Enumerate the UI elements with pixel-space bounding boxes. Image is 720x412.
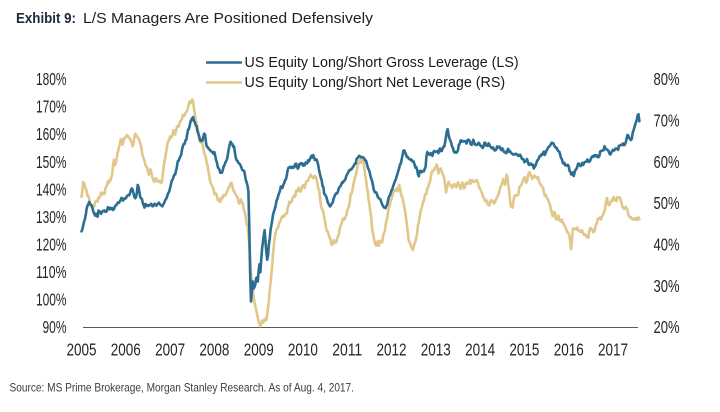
svg-text:L/S Managers Are Positioned De: L/S Managers Are Positioned Defensively xyxy=(83,10,373,27)
svg-text:150%: 150% xyxy=(36,152,67,172)
svg-text:40%: 40% xyxy=(654,234,680,254)
svg-text:2012: 2012 xyxy=(377,340,407,360)
svg-text:Exhibit 9:: Exhibit 9: xyxy=(16,10,76,27)
svg-text:2006: 2006 xyxy=(111,340,141,360)
svg-text:Source: MS Prime Brokerage, Mo: Source: MS Prime Brokerage, Morgan Stanl… xyxy=(10,381,355,395)
svg-text:110%: 110% xyxy=(36,262,67,282)
svg-text:US Equity Long/Short Gross Lev: US Equity Long/Short Gross Leverage (LS) xyxy=(245,55,519,71)
svg-text:140%: 140% xyxy=(36,179,67,199)
svg-text:2014: 2014 xyxy=(465,340,495,360)
svg-text:30%: 30% xyxy=(654,276,680,296)
svg-text:US Equity Long/Short Net Lever: US Equity Long/Short Net Leverage (RS) xyxy=(245,75,506,91)
svg-text:90%: 90% xyxy=(43,317,67,337)
svg-text:2007: 2007 xyxy=(155,340,185,360)
svg-text:2010: 2010 xyxy=(288,340,318,360)
svg-text:130%: 130% xyxy=(36,207,67,227)
svg-text:2015: 2015 xyxy=(509,340,539,360)
svg-text:2009: 2009 xyxy=(244,340,274,360)
svg-text:70%: 70% xyxy=(654,110,680,130)
svg-text:180%: 180% xyxy=(36,69,67,89)
svg-text:80%: 80% xyxy=(654,69,680,89)
svg-text:2005: 2005 xyxy=(67,340,97,360)
svg-text:2008: 2008 xyxy=(199,340,229,360)
svg-text:120%: 120% xyxy=(36,234,67,254)
svg-text:2016: 2016 xyxy=(554,340,584,360)
svg-text:170%: 170% xyxy=(36,97,67,117)
svg-text:100%: 100% xyxy=(36,290,67,310)
svg-text:160%: 160% xyxy=(36,124,67,144)
svg-text:60%: 60% xyxy=(654,152,680,172)
svg-text:2013: 2013 xyxy=(421,340,451,360)
svg-text:20%: 20% xyxy=(654,317,680,337)
svg-text:2011: 2011 xyxy=(332,340,362,360)
svg-text:2017: 2017 xyxy=(598,340,628,360)
svg-text:50%: 50% xyxy=(654,193,680,213)
